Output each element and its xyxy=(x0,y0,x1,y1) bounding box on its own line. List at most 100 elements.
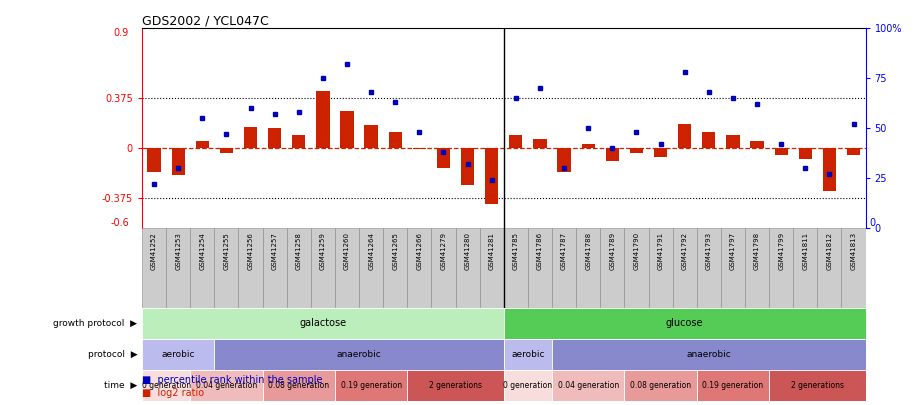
Text: GSM41786: GSM41786 xyxy=(537,232,543,270)
Bar xyxy=(552,228,576,308)
Bar xyxy=(142,228,166,308)
Bar xyxy=(552,370,625,401)
Text: GSM41254: GSM41254 xyxy=(200,232,205,270)
Bar xyxy=(191,370,263,401)
Bar xyxy=(842,228,866,308)
Text: 0.04 generation: 0.04 generation xyxy=(558,381,619,390)
Bar xyxy=(582,144,594,148)
Text: GSM41279: GSM41279 xyxy=(441,232,446,270)
Bar xyxy=(775,148,788,155)
Bar xyxy=(847,148,860,155)
Bar xyxy=(214,228,238,308)
Bar xyxy=(769,370,866,401)
Text: 0 generation: 0 generation xyxy=(504,381,552,390)
Text: GSM41266: GSM41266 xyxy=(417,232,422,270)
Bar xyxy=(793,228,817,308)
Bar xyxy=(263,370,335,401)
Text: ■  percentile rank within the sample: ■ percentile rank within the sample xyxy=(142,375,322,385)
Bar xyxy=(605,148,619,162)
Bar xyxy=(528,228,552,308)
Text: 0: 0 xyxy=(869,218,876,228)
Text: -0.6: -0.6 xyxy=(110,218,129,228)
Text: time  ▶: time ▶ xyxy=(104,381,137,390)
Bar xyxy=(600,228,625,308)
Bar xyxy=(196,141,209,148)
Bar xyxy=(654,148,667,158)
Bar xyxy=(383,228,408,308)
Text: GDS2002 / YCL047C: GDS2002 / YCL047C xyxy=(142,14,268,27)
Bar xyxy=(431,228,455,308)
Text: GSM41257: GSM41257 xyxy=(272,232,278,270)
Text: GSM41799: GSM41799 xyxy=(779,232,784,270)
Bar xyxy=(147,148,160,172)
Bar xyxy=(268,128,281,148)
Bar xyxy=(171,148,185,175)
Bar xyxy=(678,124,692,148)
Bar xyxy=(504,339,552,370)
Text: 0.19 generation: 0.19 generation xyxy=(703,381,764,390)
Bar xyxy=(311,228,335,308)
Text: GSM41258: GSM41258 xyxy=(296,232,301,270)
Bar xyxy=(697,370,769,401)
Text: GSM41811: GSM41811 xyxy=(802,232,808,270)
Bar xyxy=(649,228,672,308)
Bar xyxy=(630,148,643,153)
Text: 0.08 generation: 0.08 generation xyxy=(268,381,330,390)
Text: GSM41253: GSM41253 xyxy=(175,232,181,270)
Bar xyxy=(365,126,377,148)
Text: 0 generation: 0 generation xyxy=(142,381,191,390)
Bar xyxy=(558,148,571,172)
Bar xyxy=(745,228,769,308)
Bar xyxy=(672,228,697,308)
Text: 0.19 generation: 0.19 generation xyxy=(341,381,402,390)
Bar xyxy=(220,148,233,153)
Text: GSM41259: GSM41259 xyxy=(320,232,326,270)
Text: GSM41813: GSM41813 xyxy=(851,232,856,270)
Bar xyxy=(533,139,547,148)
Text: glucose: glucose xyxy=(666,318,703,328)
Text: growth protocol  ▶: growth protocol ▶ xyxy=(53,319,137,328)
Bar xyxy=(142,339,214,370)
Bar xyxy=(504,228,528,308)
Text: 0.04 generation: 0.04 generation xyxy=(196,381,257,390)
Bar xyxy=(408,228,431,308)
Text: GSM41791: GSM41791 xyxy=(658,232,663,270)
Bar xyxy=(359,228,383,308)
Text: GSM41260: GSM41260 xyxy=(344,232,350,270)
Text: anaerobic: anaerobic xyxy=(686,350,731,359)
Bar xyxy=(413,148,426,149)
Text: GSM41792: GSM41792 xyxy=(682,232,688,270)
Bar xyxy=(799,148,812,159)
Text: GSM41264: GSM41264 xyxy=(368,232,374,270)
Bar xyxy=(191,228,214,308)
Text: GSM41256: GSM41256 xyxy=(247,232,254,270)
Bar xyxy=(769,228,793,308)
Bar xyxy=(437,148,450,168)
Text: 0.08 generation: 0.08 generation xyxy=(630,381,692,390)
Text: GSM41790: GSM41790 xyxy=(634,232,639,270)
Bar xyxy=(703,132,715,148)
Bar xyxy=(726,135,739,148)
Text: aerobic: aerobic xyxy=(511,350,545,359)
Text: GSM41281: GSM41281 xyxy=(489,232,495,270)
Bar xyxy=(625,228,649,308)
Bar xyxy=(388,132,402,148)
Bar xyxy=(697,228,721,308)
Bar xyxy=(504,370,552,401)
Bar xyxy=(721,228,745,308)
Bar xyxy=(455,228,480,308)
Text: GSM41797: GSM41797 xyxy=(730,232,736,270)
Text: GSM41812: GSM41812 xyxy=(826,232,833,270)
Bar xyxy=(263,228,287,308)
Bar xyxy=(244,127,257,148)
Bar xyxy=(485,148,498,204)
Bar xyxy=(552,339,866,370)
Text: GSM41252: GSM41252 xyxy=(151,232,157,270)
Bar xyxy=(625,370,697,401)
Bar xyxy=(166,228,191,308)
Bar xyxy=(287,228,311,308)
Bar xyxy=(341,111,354,148)
Bar xyxy=(238,228,263,308)
Text: GSM41788: GSM41788 xyxy=(585,232,591,270)
Text: aerobic: aerobic xyxy=(161,350,195,359)
